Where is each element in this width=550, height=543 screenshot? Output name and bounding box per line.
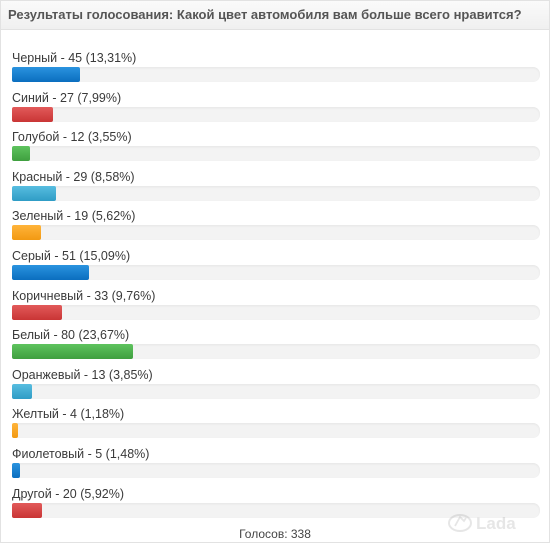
poll-options-list: Черный - 45 (13,31%) Синий - 27 (7,99%) Го… — [12, 48, 542, 523]
poll-bar-track — [12, 106, 540, 122]
poll-bar-fill — [12, 344, 133, 360]
poll-bar-fill — [12, 146, 30, 162]
poll-option: Черный - 45 (13,31%) — [12, 48, 542, 88]
poll-bar-fill — [12, 264, 89, 280]
poll-option: Желтый - 4 (1,18%) — [12, 404, 542, 444]
poll-option-label: Зеленый - 19 (5,62%) — [12, 209, 136, 224]
watermark-text: Lada — [476, 514, 516, 533]
poll-header: Результаты голосования: Какой цвет автом… — [1, 1, 549, 30]
poll-bar-fill — [12, 462, 20, 478]
poll-option-label: Черный - 45 (13,31%) — [12, 51, 137, 65]
lada-logo-icon — [448, 514, 472, 532]
poll-bar-track — [12, 423, 540, 439]
poll-bar-track — [12, 304, 540, 320]
poll-title: Результаты голосования: Какой цвет автом… — [8, 7, 522, 22]
poll-option-label: Белый - 80 (23,67%) — [12, 328, 130, 343]
total-votes: Голосов: 338 — [239, 527, 311, 541]
poll-bar-fill — [12, 502, 42, 518]
poll-option-label: Желтый - 4 (1,18%) — [12, 407, 125, 422]
poll-option: Фиолетовый - 5 (1,48%) — [12, 444, 542, 484]
poll-option-label: Серый - 51 (15,09%) — [12, 248, 131, 263]
poll-option-label: Коричневый - 33 (9,76%) — [12, 288, 156, 303]
poll-option-label: Фиолетовый - 5 (1,48%) — [12, 446, 150, 461]
poll-option: Белый - 80 (23,67%) — [12, 325, 542, 365]
poll-option: Оранжевый - 13 (3,85%) — [12, 365, 542, 405]
poll-option-label: Голубой - 12 (3,55%) — [12, 130, 132, 145]
poll-bar-track — [12, 264, 540, 280]
poll-bar-fill — [12, 225, 41, 241]
poll-option: Синий - 27 (7,99%) — [12, 88, 542, 128]
poll-option: Зеленый - 19 (5,62%) — [12, 206, 542, 246]
poll-bar-track — [12, 185, 540, 201]
poll-bar-track — [12, 502, 540, 518]
poll-bar-fill — [12, 185, 56, 201]
poll-bar-track — [12, 383, 540, 399]
poll-option-label: Другой - 20 (5,92%) — [12, 486, 124, 501]
poll-option: Другой - 20 (5,92%) — [12, 484, 542, 524]
poll-bar-fill — [12, 383, 32, 399]
poll-option-label: Оранжевый - 13 (3,85%) — [12, 367, 153, 382]
poll-bar-fill — [12, 67, 80, 82]
poll-bar-track — [12, 146, 540, 162]
poll-bar-fill — [12, 423, 18, 439]
poll-option-label: Синий - 27 (7,99%) — [12, 90, 122, 105]
poll-option-label: Красный - 29 (8,58%) — [12, 169, 135, 184]
poll-bar-fill — [12, 106, 53, 122]
poll-bar-fill — [12, 304, 62, 320]
poll-bar-track — [12, 225, 540, 241]
poll-option: Коричневый - 33 (9,76%) — [12, 286, 542, 326]
poll-option: Красный - 29 (8,58%) — [12, 167, 542, 207]
lada-watermark: Lada — [448, 514, 516, 533]
poll-option: Серый - 51 (15,09%) — [12, 246, 542, 286]
poll-bar-track — [12, 462, 540, 478]
poll-option: Голубой - 12 (3,55%) — [12, 127, 542, 167]
poll-bar-track — [12, 344, 540, 360]
poll-bar-track — [12, 67, 540, 82]
